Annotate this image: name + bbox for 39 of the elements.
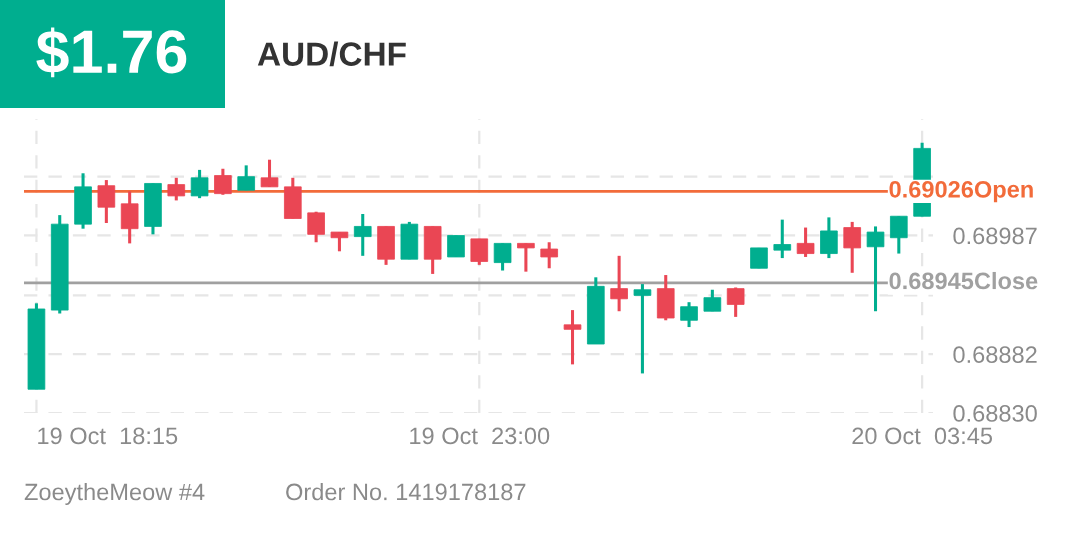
candlestick: [680, 302, 698, 329]
candlestick: [633, 284, 652, 374]
text: ZoeytheMeow #4: [24, 482, 205, 505]
x-tick-label: 19 Oct 18:15: [38, 427, 178, 445]
y-tick-label: 0.68987: [953, 227, 1037, 245]
candlestick: [190, 168, 209, 200]
candlestick: [97, 180, 116, 224]
candlestick: [726, 287, 745, 317]
candlestick: [773, 219, 792, 260]
x-tick-label: 19 Oct 23:00: [410, 427, 550, 445]
candlestick: [517, 242, 535, 272]
candlestick: [750, 246, 768, 269]
ref-line-label: 0.69026Open: [889, 180, 1033, 203]
candlestick: [307, 211, 325, 243]
candlestick: [493, 242, 512, 271]
candlestick: [610, 254, 628, 313]
candlestick: [237, 165, 256, 191]
y-tick-label: 0.68830: [953, 405, 1037, 422]
x-tick-label: 20 Oct 03:45: [852, 427, 993, 445]
candlestick: [703, 289, 722, 313]
y-tick-label: 0.68882: [953, 346, 1037, 363]
candlestick: [470, 237, 489, 265]
candlestick: [843, 220, 862, 273]
chart-title: AUD/CHF: [257, 41, 406, 67]
candlestick: [214, 168, 232, 195]
ref-line-label: 0.68945Close: [889, 271, 1038, 290]
candlestick: [330, 231, 349, 252]
text: $1.76: [36, 27, 187, 78]
candlestick: [260, 159, 279, 188]
candlestick: [447, 235, 465, 258]
candlestick: [563, 310, 582, 365]
text: Order No. 1419178187: [286, 482, 526, 501]
candlestick: [866, 226, 885, 313]
candlestick: [796, 227, 815, 257]
candlestick: [890, 215, 908, 254]
candlestick: [167, 176, 186, 201]
candlestick: [353, 213, 372, 256]
candlestick: [540, 242, 559, 269]
candlestick: [820, 217, 838, 260]
